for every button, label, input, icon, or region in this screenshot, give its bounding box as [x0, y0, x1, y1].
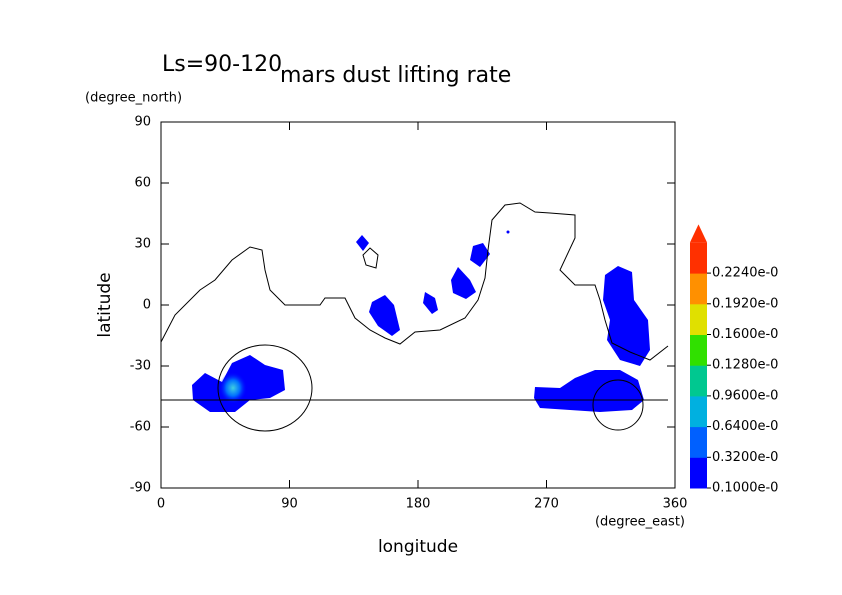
y-tick-label: -30	[130, 359, 151, 374]
colorbar-label: 0.2240e-0	[712, 266, 778, 281]
colorbar-band	[690, 334, 707, 366]
dust-region	[534, 370, 644, 412]
dust-region	[423, 292, 438, 314]
contour-line	[592, 379, 644, 431]
contour-line	[160, 202, 669, 361]
y-tick-label: -90	[130, 481, 151, 496]
x-tick-label: 360	[663, 497, 688, 512]
x-tick-label: 0	[157, 497, 165, 512]
topography	[160, 202, 669, 432]
colorbar-band	[690, 242, 707, 274]
y-tick-label: 0	[143, 298, 151, 313]
dust-regions	[192, 230, 650, 412]
y-axis-label: latitude	[95, 272, 115, 337]
dust-region	[369, 295, 400, 336]
colorbar-label: 0.3200e-0	[712, 450, 778, 465]
colorbar-arrow	[690, 224, 707, 243]
dust-region	[603, 266, 650, 366]
contour-line	[217, 344, 313, 432]
colorbar-band	[690, 395, 707, 428]
contour-line	[362, 247, 379, 269]
colorbar-label: 0.1920e-0	[712, 296, 778, 311]
y-tick-label: 90	[134, 115, 151, 130]
colorbar-label: 0.1600e-0	[712, 327, 778, 342]
colorbar-label: 0.9600e-0	[712, 388, 778, 403]
dust-peak	[219, 372, 247, 404]
colorbar-label: 0.6400e-0	[712, 419, 778, 434]
colorbar-band	[690, 426, 707, 458]
colorbar-label: 0.1280e-0	[712, 358, 778, 373]
colorbar-band	[690, 273, 707, 305]
subtitle: Ls=90-120	[162, 52, 282, 77]
x-axis-label: longitude	[378, 537, 458, 557]
plot-frame	[160, 121, 676, 489]
chart-title: mars dust lifting rate	[280, 63, 511, 88]
y-tick-label: 30	[134, 237, 151, 252]
y-unit: (degree_north)	[85, 91, 182, 106]
colorbar-band	[690, 303, 707, 335]
x-tick-label: 270	[534, 497, 559, 512]
dust-region	[506, 230, 510, 234]
dust-region	[451, 267, 476, 299]
colorbar-label: 0.1000e-0	[712, 481, 778, 496]
y-tick-label: -60	[130, 420, 151, 435]
dust-region	[356, 235, 369, 251]
x-unit: (degree_east)	[595, 515, 685, 530]
dust-region	[470, 243, 490, 267]
colorbar-band	[690, 365, 707, 397]
y-tick-label: 60	[134, 176, 151, 191]
x-tick-label: 90	[281, 497, 298, 512]
colorbar-band	[690, 457, 707, 489]
x-tick-label: 180	[406, 497, 431, 512]
